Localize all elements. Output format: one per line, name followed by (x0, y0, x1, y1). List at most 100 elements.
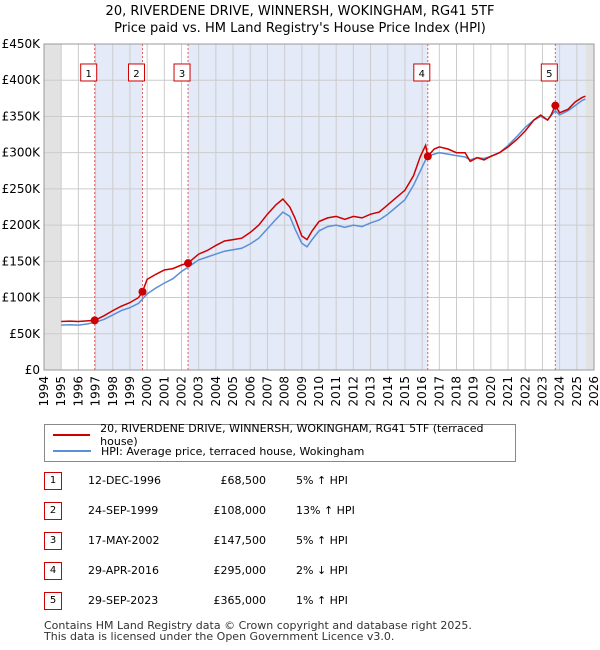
sale-price: £295,000 (213, 564, 267, 577)
x-tick-label: 1994 (37, 376, 51, 407)
x-tick-label: 1997 (89, 376, 103, 407)
sale-number-box (413, 63, 431, 82)
sale-date: 17-MAY-2002 (88, 534, 160, 547)
sale-price: £365,000 (213, 594, 267, 607)
x-tick-label: 2011 (329, 376, 343, 407)
chart-title: 20, RIVERDENE DRIVE, WINNERSH, WOKINGHAM… (105, 4, 495, 19)
chart-subtitle: Price paid vs. HM Land Registry's House … (114, 21, 486, 36)
x-tick-label: 2005 (226, 376, 240, 407)
legend: 20, RIVERDENE DRIVE, WINNERSH, WOKINGHAM… (44, 422, 516, 462)
y-tick-label: £200K (2, 218, 42, 232)
sale-date: 24-SEP-1999 (88, 504, 159, 517)
sale-point (138, 287, 147, 296)
sale-point (551, 101, 560, 110)
x-tick-label: 2015 (398, 376, 412, 407)
ownership-period-shading (94, 44, 143, 370)
x-tick-label: 2000 (140, 376, 154, 407)
sale-hpi-change: 5% ↑ HPI (296, 474, 348, 487)
x-tick-label: 1998 (106, 376, 120, 407)
x-tick-label: 2003 (192, 376, 206, 407)
y-tick-label: £450K (2, 37, 42, 51)
y-tick-label: £400K (2, 73, 42, 87)
x-tick-label: 2002 (175, 376, 189, 407)
sale-row: 4 29-APR-2016 £295,000 2% ↓ HPI (44, 562, 444, 580)
sale-number-box (173, 63, 191, 82)
sale-number-badge: 4 (44, 562, 62, 580)
x-tick-label: 2008 (278, 376, 292, 407)
sale-price: £108,000 (213, 504, 267, 517)
x-tick-label: 2004 (209, 376, 223, 407)
y-tick-label: £250K (2, 182, 42, 196)
ownership-period-shading (188, 44, 428, 370)
x-tick-label: 2024 (553, 376, 567, 407)
x-tick-label: 2019 (467, 376, 481, 407)
x-tick-label: 2018 (450, 376, 464, 407)
sale-price: £68,500 (220, 474, 267, 487)
x-tick-label: 2025 (570, 376, 584, 407)
sale-row: 5 29-SEP-2023 £365,000 1% ↑ HPI (44, 592, 444, 610)
legend-swatch-property (53, 434, 91, 436)
sale-number-badge: 2 (44, 502, 62, 520)
plot-frame (43, 43, 595, 371)
footer-line-copyright: Contains HM Land Registry data © Crown c… (44, 619, 472, 632)
y-tick-label: £0 (25, 363, 40, 377)
legend-label-hpi: HPI: Average price, terraced house, Woki… (101, 444, 365, 458)
x-tick-label: 2023 (535, 376, 549, 407)
y-tick-label: £150K (2, 254, 42, 268)
legend-swatch-hpi (53, 450, 91, 452)
y-tick-label: £350K (2, 109, 42, 123)
sale-number-badge: 3 (44, 532, 62, 550)
sale-hpi-change: 5% ↑ HPI (296, 534, 348, 547)
x-tick-label: 2014 (381, 376, 395, 407)
x-tick-label: 1995 (54, 376, 68, 407)
no-data-shading (44, 44, 62, 370)
x-tick-label: 2001 (157, 376, 171, 407)
no-data-shading (585, 44, 594, 370)
x-tick-label: 2013 (364, 376, 378, 407)
sale-hpi-change: 1% ↑ HPI (296, 594, 348, 607)
sale-point (90, 316, 99, 325)
sale-date: 29-APR-2016 (88, 564, 160, 577)
price-chart: £0 £50K £100K £150K £200K £250K £300K £350K £400… (2, 37, 600, 407)
sale-number-badge: 1 (44, 472, 62, 490)
sale-date: 29-SEP-2023 (88, 594, 159, 607)
sale-row: 3 17-MAY-2002 £147,500 5% ↑ HPI (44, 532, 444, 550)
x-tick-label: 2021 (501, 376, 515, 407)
x-tick-label: 2012 (346, 376, 360, 407)
x-tick-label: 2020 (484, 376, 498, 407)
sale-number-label: 4 (419, 69, 425, 80)
sale-number-box (127, 63, 145, 82)
sale-number-label: 1 (86, 69, 92, 80)
series-line-hpi (61, 98, 586, 326)
x-tick-label: 2022 (518, 376, 532, 407)
series-line-property (61, 95, 586, 323)
x-tick-label: 2017 (432, 376, 446, 407)
sale-hpi-change: 2% ↓ HPI (296, 564, 348, 577)
sale-price: £147,500 (213, 534, 267, 547)
x-tick-label: 2026 (587, 376, 600, 407)
sale-number-badge: 5 (44, 592, 62, 610)
legend-item-property: 20, RIVERDENE DRIVE, WINNERSH, WOKINGHAM… (53, 422, 515, 448)
sale-number-label: 5 (546, 69, 552, 80)
x-tick-label: 2016 (415, 376, 429, 407)
sale-date: 12-DEC-1996 (88, 474, 162, 487)
footer-line-licence: This data is licensed under the Open Gov… (44, 630, 395, 643)
legend-label-property: 20, RIVERDENE DRIVE, WINNERSH, WOKINGHAM… (100, 422, 484, 448)
sale-row: 2 24-SEP-1999 £108,000 13% ↑ HPI (44, 502, 444, 520)
x-tick-label: 2009 (295, 376, 309, 407)
x-tick-label: 1996 (71, 376, 85, 407)
sale-number-box (540, 63, 558, 82)
sale-number-box (80, 63, 98, 82)
x-tick-label: 2010 (312, 376, 326, 407)
x-tick-label: 2006 (243, 376, 257, 407)
x-tick-label: 1999 (123, 376, 137, 407)
sale-row: 1 12-DEC-1996 £68,500 5% ↑ HPI (44, 472, 444, 490)
footer-attribution: Contains HM Land Registry data © Crown c… (44, 620, 472, 642)
sale-point (423, 152, 432, 161)
x-tick-label: 2007 (260, 376, 274, 407)
sale-number-label: 3 (179, 69, 185, 80)
sale-hpi-change: 13% ↑ HPI (296, 504, 355, 517)
sale-point (184, 259, 193, 268)
legend-item-hpi: HPI: Average price, terraced house, Woki… (53, 443, 364, 459)
y-tick-label: £300K (2, 146, 42, 160)
